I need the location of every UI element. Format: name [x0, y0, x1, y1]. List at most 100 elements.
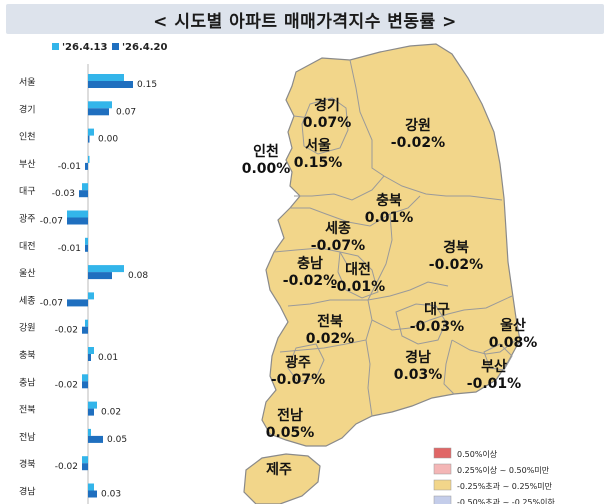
- bar-curr: [82, 326, 88, 334]
- bar-curr: [88, 490, 97, 498]
- jeju-shape: [243, 453, 321, 504]
- region-value: -0.07%: [311, 238, 365, 254]
- category-label: 대전: [19, 241, 36, 252]
- bar-prev: [88, 292, 94, 300]
- category-label: 강원: [19, 323, 36, 334]
- region-name: 인천: [253, 143, 279, 160]
- bar-curr: [67, 217, 88, 225]
- data-label: -0.02: [55, 462, 78, 472]
- map-legend-label: -0.25%초과 ~ 0.25%미만: [457, 482, 553, 491]
- category-label: 세종: [19, 295, 36, 306]
- legend-swatch-series-2: [112, 43, 119, 50]
- region-name: 전남: [277, 407, 303, 424]
- category-label: 전북: [19, 405, 36, 416]
- legend-label-series-2: '26.4.20: [122, 42, 167, 53]
- map-legend-swatch: [433, 463, 452, 475]
- region-value: 0.02%: [306, 331, 355, 347]
- region-name: 부산: [481, 358, 507, 375]
- bar-prev: [88, 483, 94, 491]
- category-label: 울산: [19, 268, 36, 279]
- map-legend-swatch: [433, 479, 452, 491]
- bar-prev: [88, 401, 97, 409]
- data-label: -0.07: [40, 217, 63, 227]
- map-legend-swatch: [433, 447, 452, 459]
- region-name: 대전: [345, 261, 371, 278]
- region-name: 충남: [297, 255, 323, 272]
- bar-prev: [82, 183, 88, 191]
- bar-prev: [82, 374, 88, 382]
- category-label: 충북: [19, 350, 36, 361]
- data-label: -0.01: [58, 244, 81, 254]
- region-name: 경북: [443, 239, 469, 256]
- bar-curr: [88, 408, 94, 416]
- bar-curr: [88, 435, 103, 443]
- data-label: -0.03: [52, 189, 75, 199]
- category-label: 인천: [19, 132, 36, 143]
- bar-curr: [88, 135, 90, 143]
- bar-prev: [67, 210, 88, 218]
- bar-prev: [88, 347, 94, 354]
- region-name: 세종: [325, 221, 351, 237]
- region-name: 전북: [317, 313, 343, 330]
- bar-chart: 서울 0.15 경기 0.07 인천 0.00 부산 -0.01 대구 -0.03 광주 -0.07 대…: [19, 74, 157, 500]
- category-label: 부산: [19, 159, 36, 170]
- region-value: -0.02%: [429, 257, 483, 273]
- bar-curr: [85, 162, 88, 170]
- region-name: 충북: [376, 193, 402, 209]
- province-borders: [273, 59, 517, 417]
- data-label: 0.03: [101, 490, 121, 500]
- region-value: 0.05%: [266, 425, 315, 441]
- bar-prev: [88, 265, 124, 273]
- data-label: 0.01: [98, 353, 118, 363]
- bar-curr: [88, 81, 133, 88]
- page-title: < 시도별 아파트 매매가격지수 변동률 >: [153, 11, 457, 32]
- bar-curr: [88, 272, 112, 280]
- region-value: -0.03%: [410, 319, 464, 335]
- bar-prev: [88, 428, 91, 436]
- title-bar: < 시도별 아파트 매매가격지수 변동률 >: [6, 4, 604, 34]
- region-name: 울산: [500, 317, 526, 334]
- category-label: 광주: [19, 213, 36, 225]
- region-value: 0.07%: [303, 115, 352, 131]
- bar-curr: [85, 244, 88, 252]
- data-label: -0.01: [58, 162, 81, 172]
- data-label: 0.15: [137, 80, 157, 90]
- region-value: 0.15%: [294, 155, 343, 171]
- bar-prev: [88, 155, 90, 163]
- data-label: 0.02: [101, 408, 121, 418]
- map-labels: 경기0.07% 강원-0.02%인천0.00%서울0.15%충북0.01%세종-0…: [242, 97, 538, 478]
- region-name: 대구: [424, 302, 450, 318]
- bar-curr: [82, 381, 88, 389]
- region-value: 0.01%: [365, 210, 414, 226]
- data-label: -0.02: [55, 326, 78, 336]
- category-label: 전남: [19, 432, 36, 443]
- region-value: -0.07%: [271, 372, 325, 388]
- bar-curr: [79, 190, 88, 198]
- bar-prev: [88, 74, 124, 81]
- legend-label-series-1: '26.4.13: [62, 42, 107, 53]
- region-name: 서울: [305, 137, 331, 154]
- bar-prev: [88, 101, 112, 109]
- bar-prev: [88, 128, 94, 136]
- category-label: 대구: [19, 186, 36, 197]
- data-label: -0.07: [40, 298, 63, 308]
- region-name: 경기: [314, 97, 340, 114]
- category-label: 경남: [19, 486, 36, 498]
- legend-swatch-series-1: [52, 43, 59, 50]
- region-value: -0.01%: [467, 376, 521, 392]
- category-label: 경기: [19, 103, 36, 115]
- region-value: -0.02%: [391, 135, 445, 151]
- data-label: 0.07: [116, 107, 136, 117]
- map-legend-swatch: [433, 495, 452, 504]
- category-label: 경북: [19, 458, 36, 470]
- bar-curr: [82, 463, 88, 471]
- region-name: 강원: [405, 117, 431, 134]
- category-label: 서울: [19, 77, 36, 88]
- region-value: -0.01%: [331, 279, 385, 295]
- data-label: 0.05: [107, 435, 127, 445]
- map-legend-label: 0.25%이상 ~ 0.50%미만: [457, 465, 550, 475]
- map-legend-label: -0.50%초과 ~ -0.25%이하: [457, 497, 555, 504]
- bar-prev: [85, 319, 88, 327]
- bar-curr: [88, 354, 91, 361]
